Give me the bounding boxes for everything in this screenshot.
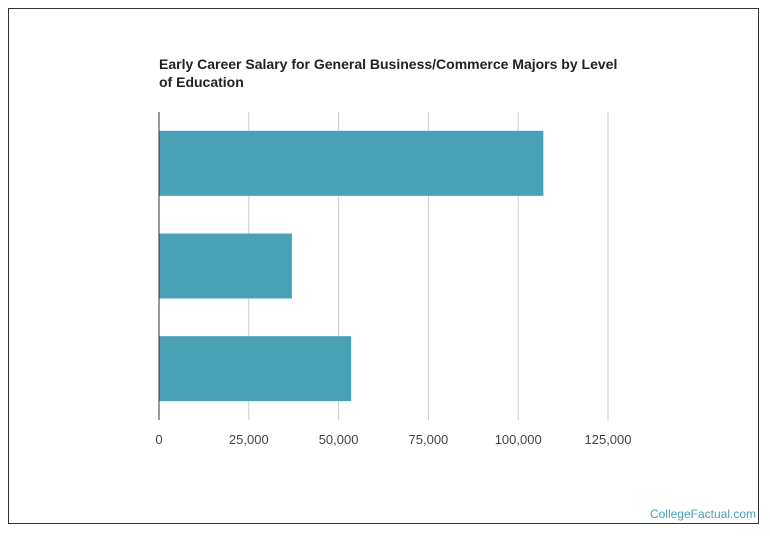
x-tick-label-3: 75,000 <box>409 432 449 447</box>
chart-title-line-2: of Education <box>159 74 244 90</box>
chart-frame <box>8 8 759 524</box>
bar-1 <box>159 233 292 299</box>
x-tick-label-1: 25,000 <box>229 432 269 447</box>
bar-0 <box>159 130 544 196</box>
x-tick-label-4: 100,000 <box>495 432 542 447</box>
x-tick-label-0: 0 <box>155 432 162 447</box>
x-tick-label-2: 50,000 <box>319 432 359 447</box>
chart-title: Early Career Salary for General Business… <box>159 55 619 91</box>
bar-2 <box>159 336 352 402</box>
chart-title-line-1: Early Career Salary for General Business… <box>159 56 618 72</box>
watermark-label[interactable]: CollegeFactual.com <box>649 507 756 521</box>
x-tick-label-5: 125,000 <box>585 432 632 447</box>
